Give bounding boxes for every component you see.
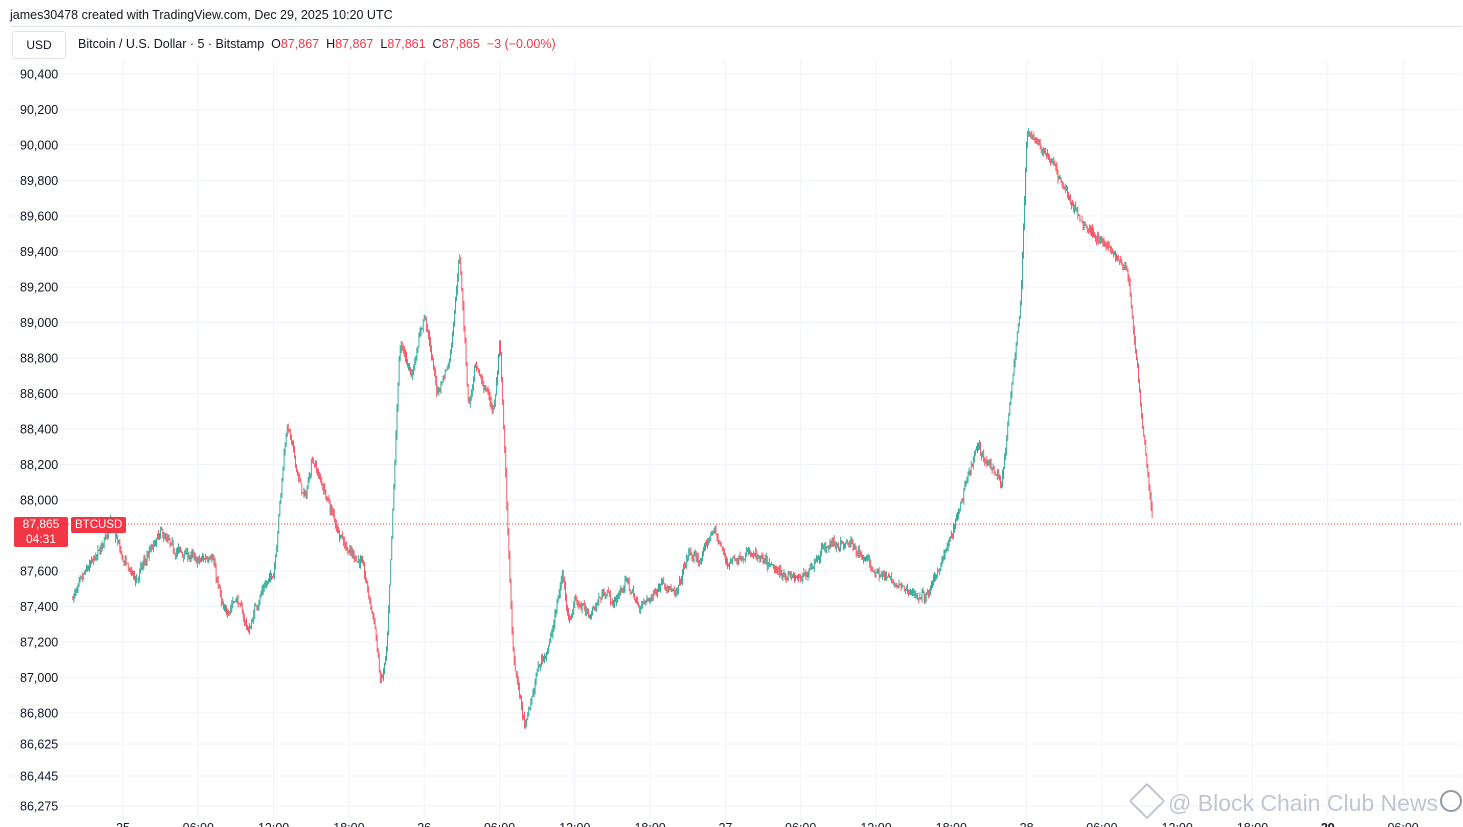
price-tick-label: 88,000 bbox=[20, 494, 58, 508]
price-tick-label: 90,200 bbox=[20, 103, 58, 117]
time-tick-label: 18:00 bbox=[936, 821, 967, 827]
watermark: @ Block Chain Club News bbox=[1128, 782, 1439, 820]
low-label: L bbox=[380, 37, 388, 51]
symbol-tag: BTCUSD bbox=[71, 517, 127, 533]
price-tick-label: 86,625 bbox=[20, 738, 58, 752]
tradingview-logo-icon bbox=[1440, 790, 1462, 812]
price-tick-label: 86,800 bbox=[20, 707, 58, 721]
low-value: 87,861 bbox=[387, 37, 426, 51]
time-tick-label: 26 bbox=[417, 821, 431, 827]
time-tick-label: 12:00 bbox=[258, 821, 289, 827]
close-label: C bbox=[432, 37, 442, 51]
time-tick-label: 12:00 bbox=[860, 821, 891, 827]
currency-selector[interactable]: USD bbox=[12, 31, 66, 59]
bar-countdown: 04:31 bbox=[25, 532, 57, 546]
price-axis: 90,400 90,200 90,000 89,800 89,600 89,400 89,2… bbox=[20, 68, 58, 814]
price-tick-label: 87,200 bbox=[20, 636, 58, 650]
price-tick-label: 87,600 bbox=[20, 565, 58, 579]
price-tick-label: 88,200 bbox=[20, 458, 58, 472]
time-tick-label: 12:00 bbox=[1162, 821, 1193, 827]
price-tick-label: 89,800 bbox=[20, 174, 58, 188]
chart-credit: james30478 created with TradingView.com,… bbox=[10, 8, 393, 22]
open-label: O bbox=[271, 37, 281, 51]
time-tick-label: 12:00 bbox=[559, 821, 590, 827]
watermark-text: @ Block Chain Club News bbox=[1168, 790, 1439, 816]
time-tick-label: 06:00 bbox=[183, 821, 214, 827]
time-tick-label: 06:00 bbox=[785, 821, 816, 827]
close-value: 87,865 bbox=[441, 37, 480, 51]
high-label: H bbox=[326, 37, 336, 51]
price-tick-label: 89,000 bbox=[20, 316, 58, 330]
price-tick-label: 88,400 bbox=[20, 423, 58, 437]
price-tick-label: 88,800 bbox=[20, 352, 58, 366]
watermark-logo-icon bbox=[1128, 782, 1166, 820]
time-tick-label: 18:00 bbox=[634, 821, 665, 827]
price-tick-label: 90,000 bbox=[20, 139, 58, 153]
change-value: −3 (−0.00%) bbox=[486, 37, 556, 51]
time-tick-label: 18:00 bbox=[1237, 821, 1268, 827]
symbol-description[interactable]: Bitcoin / U.S. Dollar · 5 · Bitstamp bbox=[78, 37, 265, 51]
price-tick-label: 89,400 bbox=[20, 245, 58, 259]
time-tick-label: 06:00 bbox=[484, 821, 515, 827]
last-price-value: 87,865 bbox=[22, 517, 60, 531]
chart-grid bbox=[10, 60, 1462, 827]
price-tick-label: 87,400 bbox=[20, 600, 58, 614]
time-tick-label: 06:00 bbox=[1086, 821, 1117, 827]
candles bbox=[72, 127, 1153, 729]
last-price-tag: 87,865 04:31 bbox=[14, 517, 68, 547]
symbol-legend: Bitcoin / U.S. Dollar · 5 · Bitstamp O87… bbox=[78, 37, 556, 51]
time-tick-label: 29 bbox=[1321, 821, 1335, 827]
price-tick-label: 87,000 bbox=[20, 671, 58, 685]
high-value: 87,867 bbox=[335, 37, 374, 51]
price-tick-label: 88,600 bbox=[20, 387, 58, 401]
time-tick-label: 25 bbox=[116, 821, 130, 827]
time-tick-label: 06:00 bbox=[1387, 821, 1418, 827]
price-tick-label: 89,600 bbox=[20, 210, 58, 224]
price-tick-label: 86,275 bbox=[20, 800, 58, 814]
price-tick-label: 86,445 bbox=[20, 770, 58, 784]
time-axis: 25 06:00 12:00 18:00 26 06:00 12:00 18:00 27 06:0… bbox=[116, 821, 1419, 827]
time-tick-label: 18:00 bbox=[333, 821, 364, 827]
open-value: 87,867 bbox=[280, 37, 320, 51]
chart-header: USD Bitcoin / U.S. Dollar · 5 · Bitstamp… bbox=[10, 26, 1462, 61]
price-tick-label: 89,200 bbox=[20, 281, 58, 295]
price-tick-label: 90,400 bbox=[20, 68, 58, 82]
time-tick-label: 28 bbox=[1020, 821, 1034, 827]
time-tick-label: 27 bbox=[718, 821, 732, 827]
